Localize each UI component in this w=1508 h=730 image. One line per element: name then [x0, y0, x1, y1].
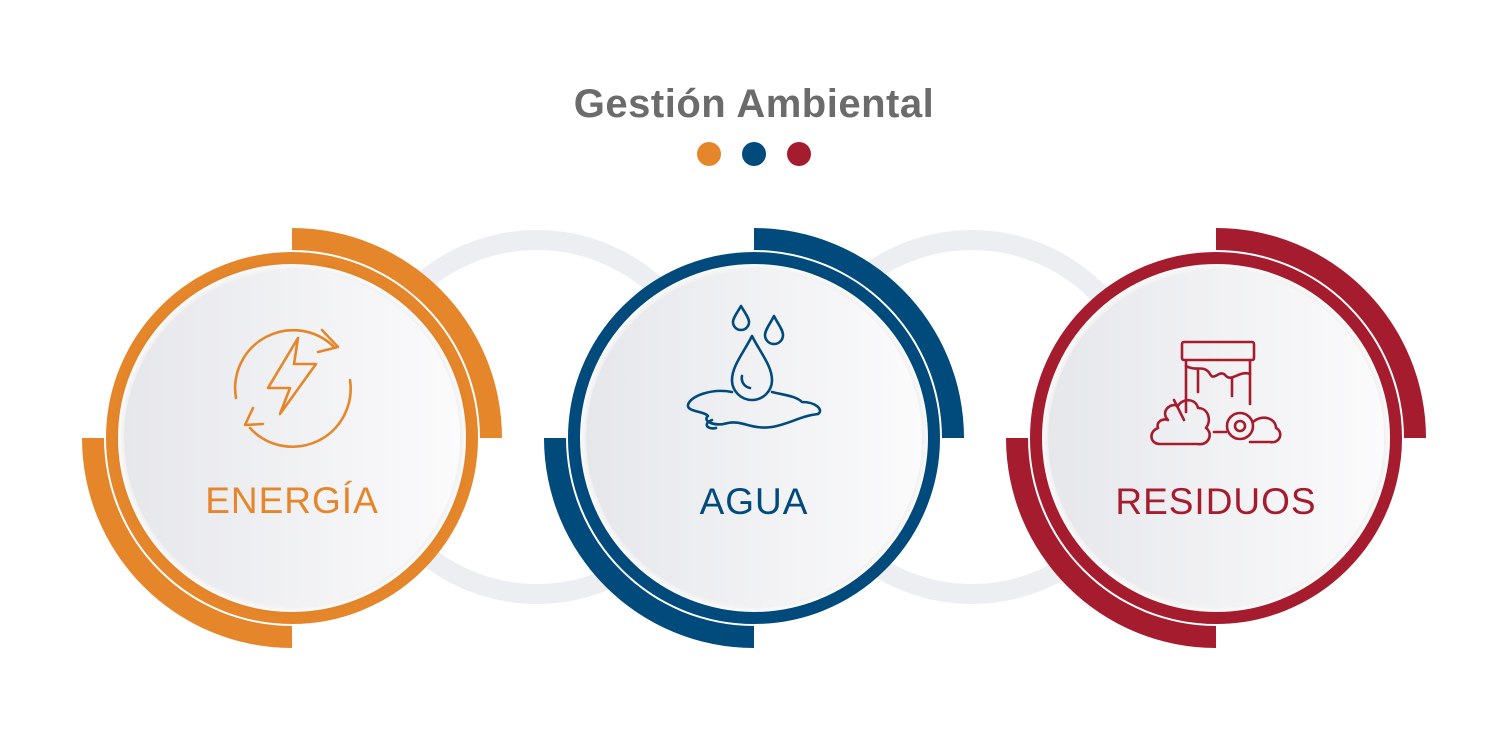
- node-residuos: RESIDUOS: [1006, 228, 1426, 648]
- energia-inner: [124, 270, 460, 606]
- agua-outer-arc-top: [754, 228, 964, 438]
- water-drops-icon: [686, 304, 822, 430]
- agua-inner: [586, 270, 922, 606]
- residuos-outer-arc-top: [1216, 228, 1426, 438]
- energia-label: ENERGÍA: [205, 480, 379, 521]
- energia-outer-arc-bottom: [82, 438, 292, 648]
- node-energia: ENERGÍA: [82, 228, 502, 648]
- agua-label: AGUA: [700, 481, 809, 522]
- dot-orange: [697, 142, 721, 166]
- residuos-label: RESIDUOS: [1115, 481, 1316, 522]
- residuos-inner: [1048, 270, 1384, 606]
- page-title: Gestión Ambiental: [573, 82, 935, 126]
- dot-red: [787, 142, 811, 166]
- agua-outer-arc-bottom: [544, 438, 754, 648]
- energia-outer-arc-top: [292, 228, 502, 438]
- title-dots: [0, 142, 1508, 166]
- energy-cycle-icon: [233, 328, 352, 448]
- node-agua: AGUA: [544, 228, 964, 648]
- dot-blue: [742, 142, 766, 166]
- waste-bin-icon: [1150, 340, 1282, 446]
- residuos-outer-arc-bottom: [1006, 438, 1216, 648]
